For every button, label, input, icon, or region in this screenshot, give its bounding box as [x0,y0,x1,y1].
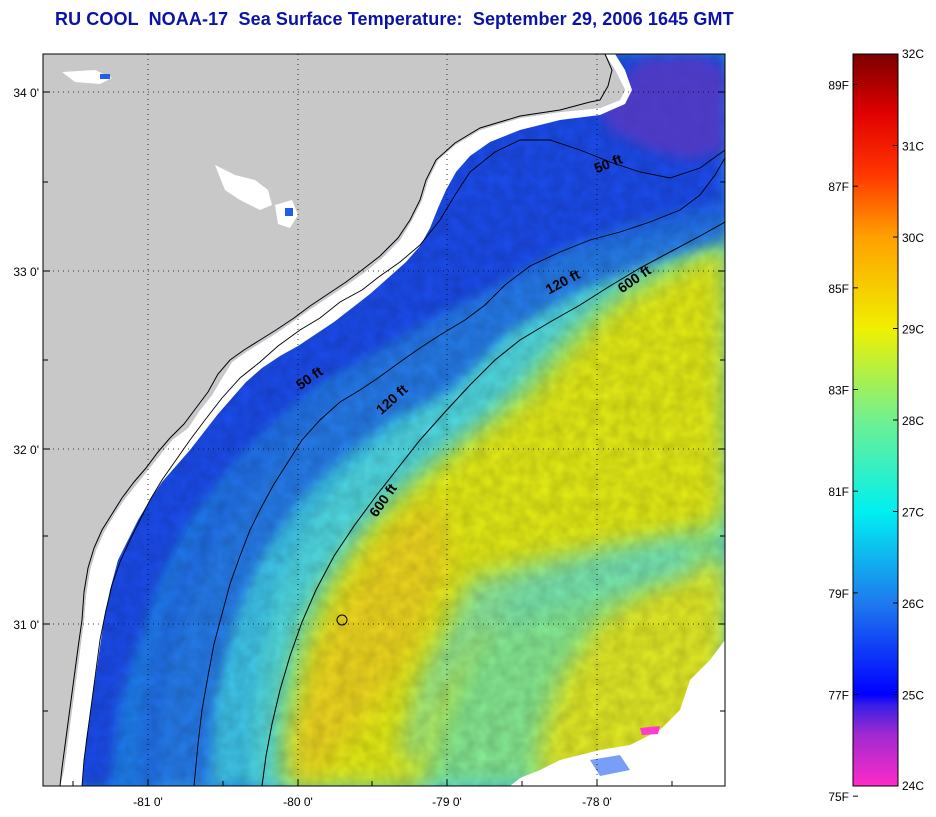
map-grid [43,54,725,786]
map-title: RU COOL NOAA-17 Sea Surface Temperature:… [55,9,734,29]
inland-cloud-3 [62,70,112,84]
colorbar-fahrenheit-label: 81F [828,485,849,499]
inland-cloud [215,165,272,210]
isobath-600ft [261,221,725,786]
colorbar-fahrenheit-label: 79F [828,587,849,601]
lon-label-81: -81 0' [133,795,163,809]
colorbar-celsius-label: 27C [902,506,924,520]
colorbar-fahrenheit-label: 75F [828,790,849,804]
lat-label-34: 34 0' [13,86,39,100]
isobath-closure [336,614,348,626]
offshore-clouds [510,640,725,786]
colorbar-fahrenheit-label: 77F [828,689,849,703]
lon-label-78: -78 0' [582,795,612,809]
inland-lake-patch [285,208,293,216]
colorbar-celsius-label: 31C [902,140,924,154]
cool-purple-patch [600,56,725,160]
colorbar-gradient [852,53,899,787]
colorbar-celsius-label: 29C [902,323,924,337]
lat-label-32: 32 0' [13,443,39,457]
isobath-120ft [193,157,725,786]
colorbar-celsius-label: 28C [902,414,924,428]
lon-label-80: -80 0' [283,795,313,809]
colorbar-fahrenheit-label: 89F [828,79,849,93]
cloud-patch-2 [640,726,660,735]
colorbar-celsius-label: 30C [902,231,924,245]
lat-label-31: 31 0' [13,618,39,632]
colorbar-celsius-labels: 32C 31C 30C 29C 28C 27C 26C 25C 24C [902,47,924,793]
lat-label-33: 33 0' [13,265,39,279]
colorbar-fahrenheit-label: 85F [828,282,849,296]
colorbar-ticks [853,53,898,797]
lon-label-79: -79 0' [432,795,462,809]
colorbar-celsius-label: 25C [902,689,924,703]
inland-lake-patch-2 [100,74,110,79]
land-area [43,54,625,786]
axis-ticks [43,91,725,786]
colorbar-fahrenheit-label: 87F [828,180,849,194]
colorbar-celsius-label: 26C [902,597,924,611]
colorbar-celsius-label: 32C [902,47,924,61]
colorbar-fahrenheit-labels: 89F 87F 85F 83F 81F 79F 77F 75F [828,79,849,805]
cloud-patch [590,755,630,776]
colorbar-fahrenheit-label: 83F [828,384,849,398]
shoreline [59,54,613,786]
map-frame [42,53,726,787]
colorbar-celsius-label: 24C [902,779,924,793]
isobath-50ft [81,139,725,786]
